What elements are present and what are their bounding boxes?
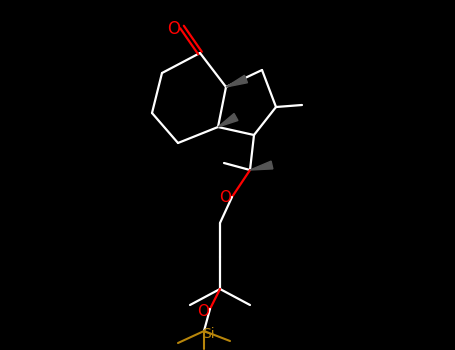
Polygon shape (250, 161, 273, 170)
Polygon shape (218, 113, 238, 127)
Text: O: O (167, 20, 181, 38)
Text: O: O (197, 303, 209, 318)
Polygon shape (226, 75, 248, 87)
Text: O: O (219, 189, 231, 204)
Text: Si: Si (202, 327, 214, 341)
